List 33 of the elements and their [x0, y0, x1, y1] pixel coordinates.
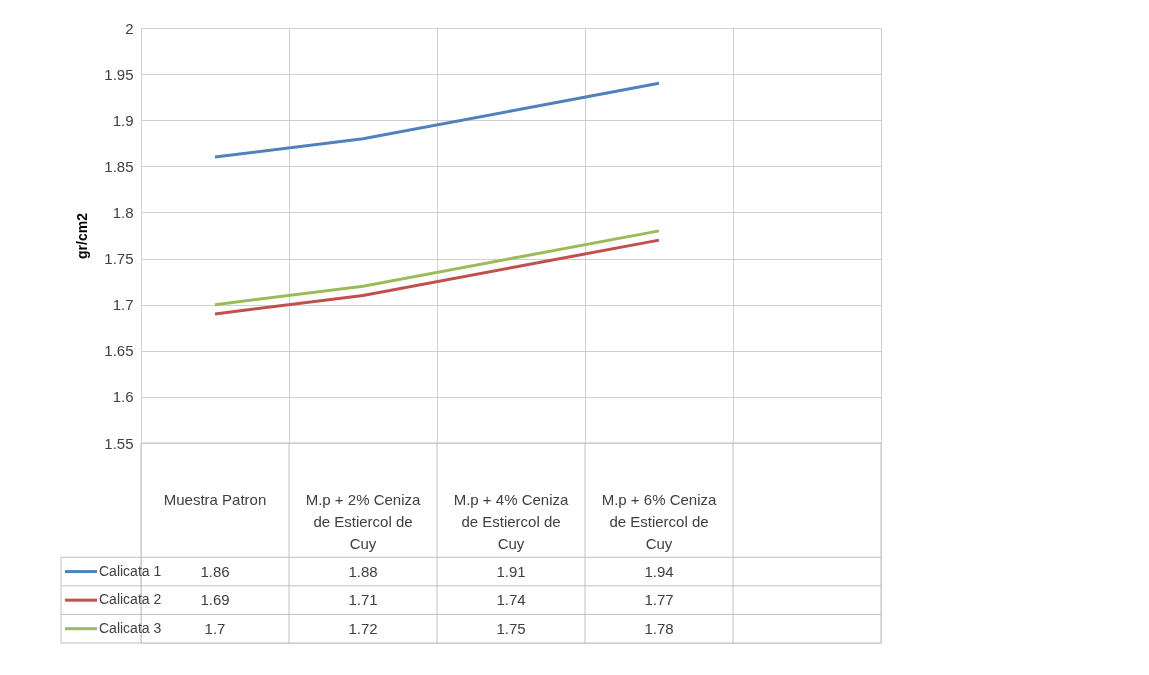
x-tick-label: M.p + 4% Ceniza de Estiercol de Cuy	[453, 491, 569, 553]
y-tick-label: 1.9	[112, 111, 134, 129]
line-series	[213, 229, 661, 307]
data-label: 1.94	[644, 562, 674, 580]
data-label: 1.71	[348, 591, 378, 609]
data-label: 1.88	[348, 562, 378, 580]
y-tick-label: 1.65	[104, 342, 134, 360]
data-label: 1.77	[644, 591, 674, 609]
y-tick-label: 1.85	[104, 157, 134, 175]
data-label: 1.74	[496, 591, 526, 609]
y-tick-label: 1.55	[104, 434, 134, 452]
y-tick-label: 1.6	[112, 388, 134, 406]
y-tick-label: 1.75	[104, 250, 134, 268]
data-label: 1.69	[200, 591, 230, 609]
y-tick-label: 1.95	[104, 65, 134, 83]
y-tick-label: 1.7	[112, 296, 134, 314]
y-tick-label: 2	[125, 19, 134, 37]
y-axis-title: gr/cm2	[74, 212, 91, 259]
x-tick-label: M.p + 6% Ceniza de Estiercol de Cuy	[601, 491, 717, 553]
line-series	[213, 81, 661, 159]
legend-label: Calicata 1	[99, 562, 162, 579]
legend-label: Calicata 3	[99, 619, 162, 636]
data-label: 1.78	[644, 619, 674, 637]
x-tick-label: Muestra Patron	[163, 491, 267, 509]
line-series	[213, 238, 661, 316]
x-tick-label: M.p + 2% Ceniza de Estiercol de Cuy	[305, 491, 421, 553]
data-label: 1.72	[348, 619, 378, 637]
data-label: 1.75	[496, 619, 526, 637]
legend-label: Calicata 2	[99, 591, 162, 608]
data-label: 1.86	[200, 562, 230, 580]
data-label: 1.7	[204, 619, 226, 637]
data-label: 1.91	[496, 562, 526, 580]
y-tick-label: 1.8	[112, 203, 134, 221]
